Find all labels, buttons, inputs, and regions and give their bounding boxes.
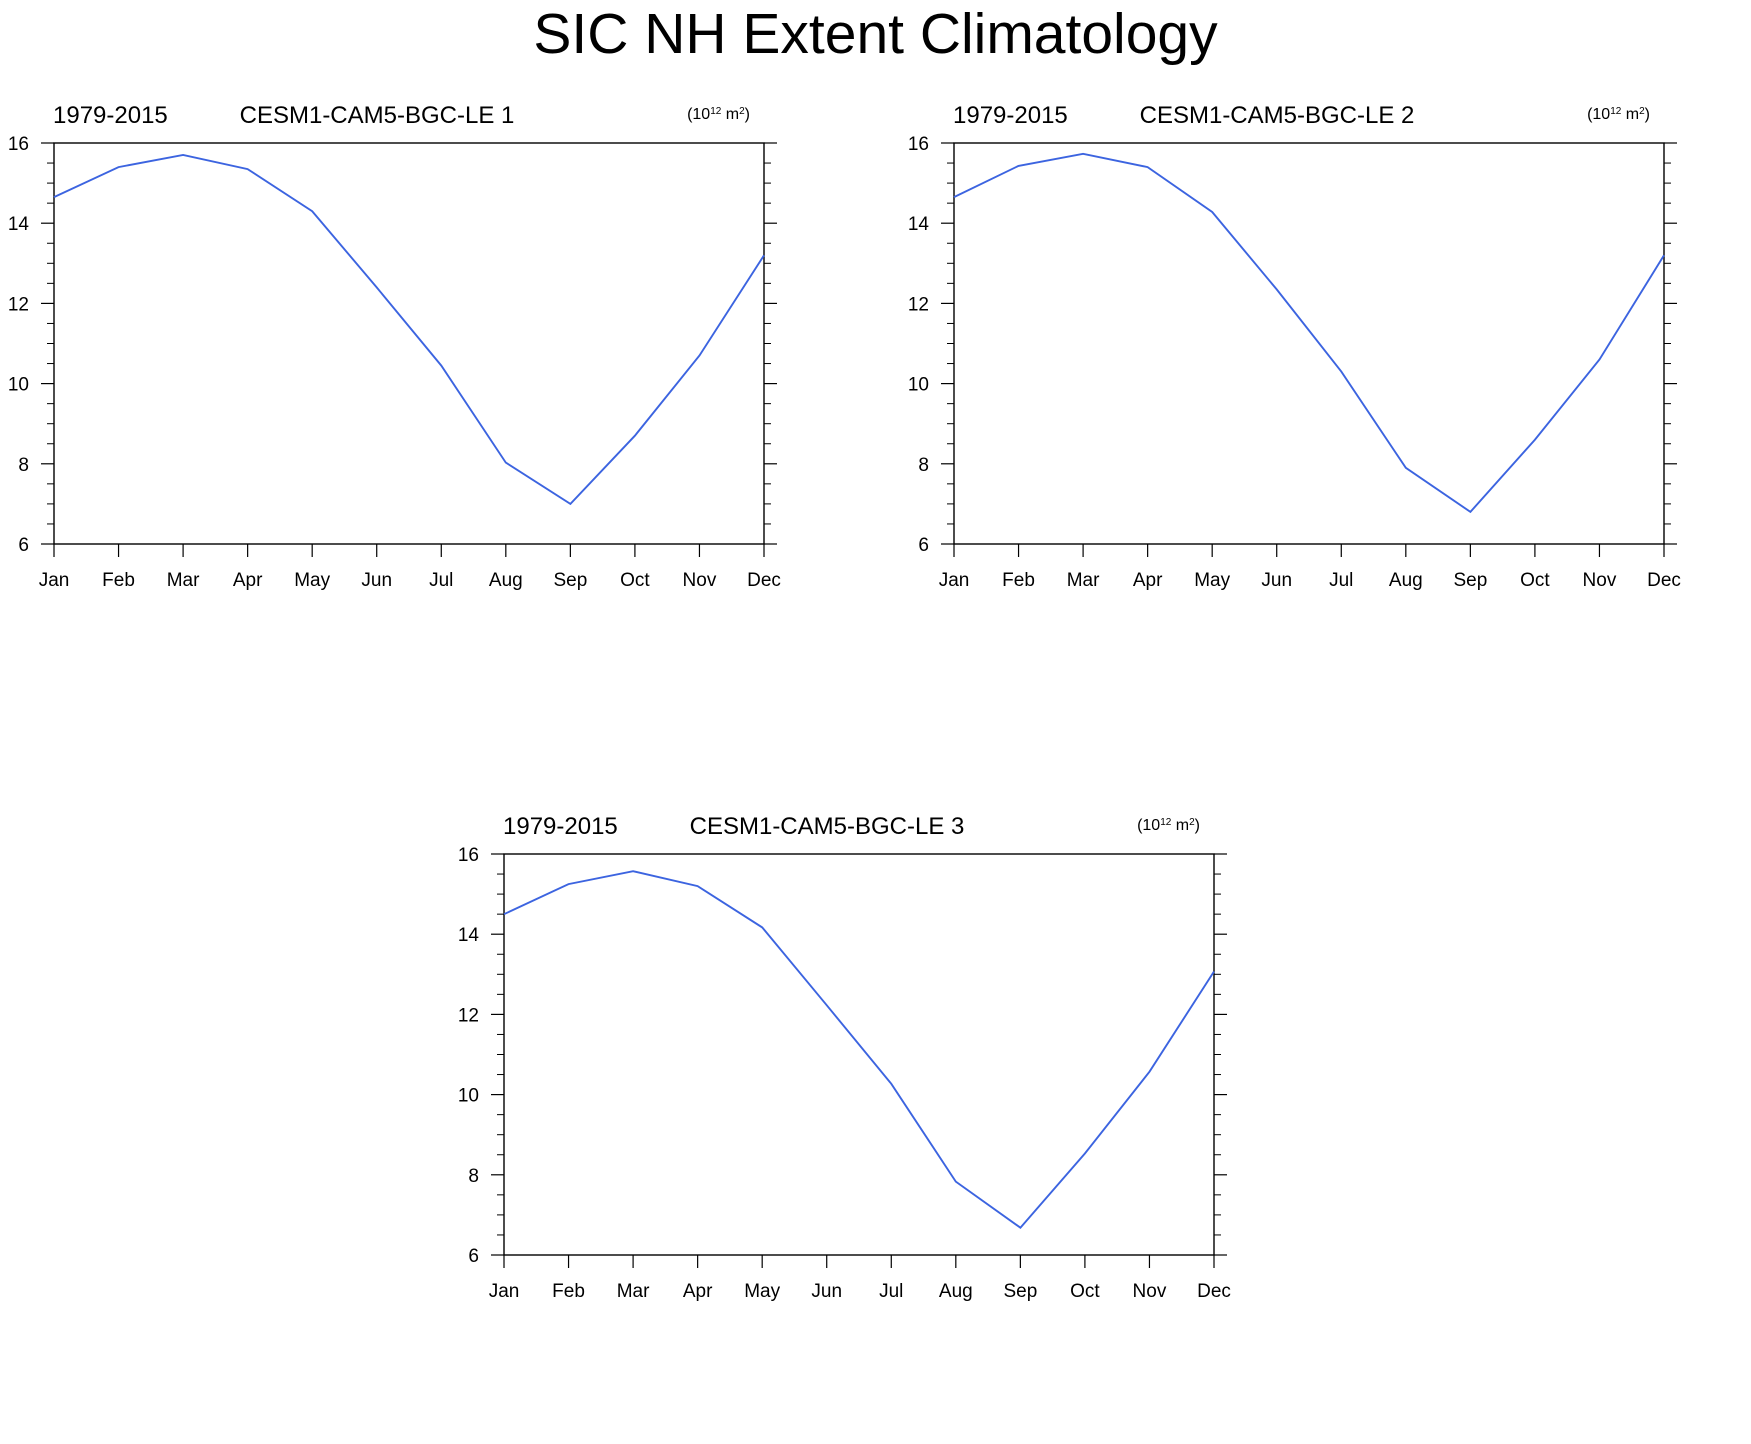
x-tick-label: Oct — [1520, 570, 1550, 591]
x-tick-label: May — [1194, 570, 1230, 591]
units-close: ) — [1195, 817, 1200, 834]
chart-panel-2: 6 8 10 12 14 16 Jan Feb Mar Apr May Jun Jul Aug Sep Oct… — [900, 75, 1681, 610]
x-tick-label: Jun — [811, 1281, 842, 1302]
x-tick-label: Jun — [361, 570, 392, 591]
y-tick-label: 12 — [8, 294, 29, 315]
y-tick-label: 6 — [468, 1246, 479, 1267]
x-tick-label: Dec — [1197, 1281, 1231, 1302]
y-tick-label: 12 — [908, 294, 929, 315]
x-tick-label: Apr — [683, 1281, 713, 1302]
units-string: (1012 m2) — [687, 106, 750, 124]
x-tick-label: Jan — [939, 570, 970, 591]
x-tick-label: Dec — [1647, 570, 1681, 591]
units-exponent: 12 — [710, 106, 722, 117]
y-tick-label: 8 — [468, 1166, 479, 1187]
x-tick-label: Nov — [683, 570, 717, 591]
x-tick-label: Sep — [1453, 570, 1487, 591]
x-tick-label: Jun — [1261, 570, 1292, 591]
x-tick-label: Nov — [1133, 1281, 1167, 1302]
x-tick-label: Mar — [617, 1281, 650, 1302]
y-tick-label: 14 — [908, 214, 930, 235]
chart-panel-3: 6 8 10 12 14 16 Jan Feb Mar Apr May Jun Jul Aug Sep Oct… — [450, 786, 1231, 1321]
x-tick-label: Feb — [552, 1281, 585, 1302]
x-tick-label: Apr — [233, 570, 263, 591]
plot-area: 6 8 10 12 14 16 Jan Feb Mar Apr May Jun Jul Aug Sep Oct… — [458, 813, 1231, 1302]
x-tick-label: Jul — [429, 570, 453, 591]
x-tick-label: Oct — [620, 570, 650, 591]
x-tick-label: Mar — [167, 570, 200, 591]
x-tick-label: Aug — [939, 1281, 973, 1302]
units-exponent: 12 — [1610, 106, 1622, 117]
x-tick-label: Jul — [879, 1281, 903, 1302]
plot-area: 6 8 10 12 14 16 Jan Feb Mar Apr May Jun Jul Aug Sep Oct… — [8, 102, 781, 591]
units-base: (10 — [687, 106, 710, 123]
left-string: 1979-2015 — [53, 102, 168, 129]
chart-svg: 6 8 10 12 14 16 Jan Feb Mar Apr May Jun Jul Aug Sep Oct… — [908, 102, 1681, 591]
x-tick-label: Dec — [747, 570, 781, 591]
figure-title: SIC NH Extent Climatology — [533, 2, 1218, 66]
units-exponent: 12 — [1160, 817, 1172, 828]
series-line — [953, 152, 1665, 514]
y-tick-label: 16 — [8, 134, 29, 155]
chart-svg: 6 8 10 12 14 16 Jan Feb Mar Apr May Jun Jul Aug Sep Oct… — [458, 813, 1231, 1302]
x-tick-label: May — [744, 1281, 780, 1302]
y-tick-label: 6 — [918, 535, 929, 556]
x-tick-label: Mar — [1067, 570, 1100, 591]
plot-border — [503, 853, 1215, 1256]
x-tick-label: Sep — [1003, 1281, 1037, 1302]
x-tick-label: Nov — [1583, 570, 1617, 591]
units-close: ) — [1645, 106, 1650, 123]
x-tick-label: Jul — [1329, 570, 1353, 591]
x-tick-label: Aug — [489, 570, 523, 591]
x-tick-label: Aug — [1389, 570, 1423, 591]
units-unit-exponent: 2 — [1639, 106, 1645, 117]
center-string: CESM1-CAM5-BGC-LE 2 — [1140, 102, 1415, 129]
y-tick-label: 16 — [458, 845, 479, 866]
left-string: 1979-2015 — [503, 813, 618, 840]
units-base: (10 — [1137, 817, 1160, 834]
plot-border — [953, 142, 1665, 545]
units-string: (1012 m2) — [1137, 817, 1200, 835]
x-tick-label: Jan — [489, 1281, 520, 1302]
x-tick-label: May — [294, 570, 330, 591]
units-close: ) — [745, 106, 750, 123]
units-base: (10 — [1587, 106, 1610, 123]
units-string: (1012 m2) — [1587, 106, 1650, 124]
center-string: CESM1-CAM5-BGC-LE 3 — [690, 813, 965, 840]
x-tick-label: Sep — [553, 570, 587, 591]
y-tick-label: 14 — [8, 214, 30, 235]
chart-panel-1: 6 8 10 12 14 16 Jan Feb Mar Apr May Jun Jul Aug Sep Oct… — [0, 75, 781, 610]
series-line — [53, 154, 765, 506]
units-unit: m — [1621, 106, 1639, 123]
chart-svg: 6 8 10 12 14 16 Jan Feb Mar Apr May Jun Jul Aug Sep Oct… — [8, 102, 781, 591]
center-string: CESM1-CAM5-BGC-LE 1 — [240, 102, 515, 129]
units-unit: m — [721, 106, 739, 123]
units-unit-exponent: 2 — [1189, 817, 1195, 828]
x-tick-label: Jan — [39, 570, 70, 591]
y-tick-label: 10 — [908, 375, 929, 396]
y-tick-label: 10 — [458, 1086, 479, 1107]
y-tick-label: 8 — [918, 455, 929, 476]
left-string: 1979-2015 — [953, 102, 1068, 129]
x-tick-label: Feb — [102, 570, 135, 591]
y-tick-label: 14 — [458, 925, 480, 946]
x-tick-label: Feb — [1002, 570, 1035, 591]
y-tick-label: 16 — [908, 134, 929, 155]
units-unit: m — [1171, 817, 1189, 834]
y-tick-label: 8 — [18, 455, 29, 476]
y-tick-label: 6 — [18, 535, 29, 556]
plot-border — [53, 142, 765, 545]
units-unit-exponent: 2 — [739, 106, 745, 117]
plot-area: 6 8 10 12 14 16 Jan Feb Mar Apr May Jun Jul Aug Sep Oct… — [908, 102, 1681, 591]
x-tick-label: Oct — [1070, 1281, 1100, 1302]
series-line — [503, 870, 1215, 1229]
x-tick-label: Apr — [1133, 570, 1163, 591]
y-tick-label: 10 — [8, 375, 29, 396]
y-tick-label: 12 — [458, 1005, 479, 1026]
